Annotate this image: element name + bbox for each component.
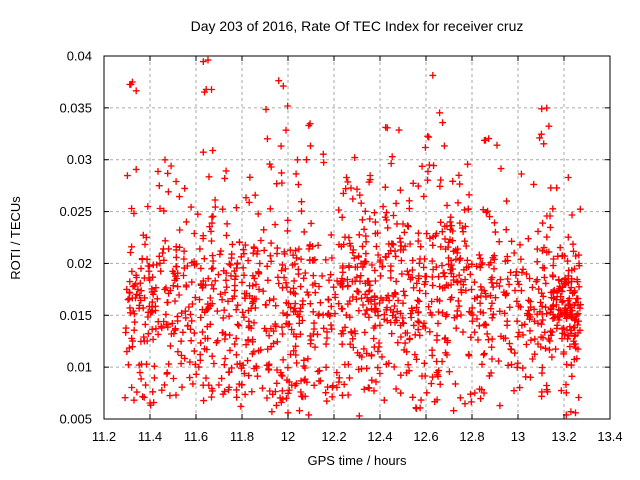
y-tick-label: 0.025 <box>59 204 92 219</box>
x-tick-label: 11.6 <box>184 429 208 444</box>
y-tick-label: 0.005 <box>59 412 92 427</box>
y-tick-label: 0.015 <box>59 308 92 323</box>
y-tick-label: 0.03 <box>67 152 92 167</box>
tick-labels: 11.2 11.4 11.6 11.8 12 12.2 12.4 12.6 12.8 13 13.2… <box>59 49 622 445</box>
x-tick-label: 13 <box>511 429 525 444</box>
chart-title: Day 203 of 2016, Rate Of TEC Index for r… <box>191 18 524 34</box>
y-tick-label: 0.035 <box>59 100 92 115</box>
gridlines <box>104 56 610 419</box>
x-tick-label: 11.2 <box>92 429 116 444</box>
y-tick-label: 0.04 <box>67 49 92 64</box>
axis-ticks <box>103 55 611 420</box>
scatter-points <box>121 56 584 419</box>
y-tick-label: 0.02 <box>67 256 92 271</box>
x-tick-label: 13.2 <box>551 429 576 444</box>
x-tick-label: 13.4 <box>597 429 622 444</box>
x-tick-label: 12 <box>281 429 295 444</box>
x-tick-label: 11.4 <box>138 429 162 444</box>
x-tick-label: 12.2 <box>321 429 346 444</box>
y-axis-label: ROTI / TECUs <box>8 196 23 280</box>
x-axis-label: GPS time / hours <box>308 453 407 468</box>
x-tick-label: 12.4 <box>367 429 392 444</box>
plot-border <box>103 55 611 420</box>
x-tick-label: 12.6 <box>413 429 438 444</box>
y-tick-label: 0.01 <box>67 360 92 375</box>
x-tick-label: 11.8 <box>230 429 254 444</box>
x-tick-label: 12.8 <box>459 429 484 444</box>
